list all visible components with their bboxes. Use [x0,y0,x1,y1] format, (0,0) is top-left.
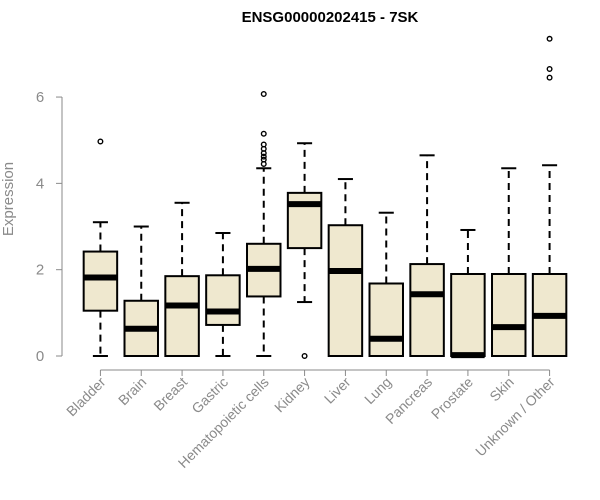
outlier-point [546,74,553,81]
outlier-point [97,138,104,145]
box-iqr [491,273,527,357]
box-kidney [286,142,323,360]
x-tick-label: Lung [361,374,394,407]
box-brain [123,225,159,358]
box-iqr [82,250,119,312]
x-tick-label: Liver [321,374,354,407]
x-tick-label: Skin [486,374,517,405]
x-tick-label: Bladder [63,374,109,420]
y-axis-ticks: 0 2 4 6 [36,89,62,365]
x-tick-label: Prostate [428,374,476,422]
outlier-point [260,91,267,98]
outlier-point [260,156,267,163]
y-tick-label: 0 [36,348,44,365]
box-skin [491,167,527,357]
box-liver [327,178,364,357]
box-iqr [450,273,486,357]
outlier-point [546,35,553,42]
box-iqr [327,224,364,357]
y-tick-label: 2 [36,262,44,279]
x-tick-label: Kidney [271,374,313,416]
outlier-point [546,65,553,72]
box-hematopoietic-cells [246,91,282,357]
outlier-point [260,130,267,137]
box-iqr [205,274,241,326]
box-gastric [205,232,241,357]
box-iqr [164,275,200,357]
box-unknown-other [531,35,568,357]
outlier-point [260,141,267,148]
box-bladder [82,138,119,357]
y-axis-label: Expression [0,162,17,236]
box-iqr [368,282,404,358]
y-tick-label: 6 [36,89,44,106]
x-tick-label: Breast [150,374,190,414]
y-tick-label: 4 [36,175,44,192]
x-tick-label: Brain [115,374,149,408]
box-prostate [450,228,486,359]
box-breast [164,201,200,357]
box-pancreas [409,154,445,357]
outlier-point [260,153,267,160]
box-iqr [409,263,445,357]
box-series [82,35,568,360]
chart-title: ENSG00000202415 - 7SK [242,9,419,26]
outlier-point [301,353,308,360]
box-lung [368,211,404,358]
